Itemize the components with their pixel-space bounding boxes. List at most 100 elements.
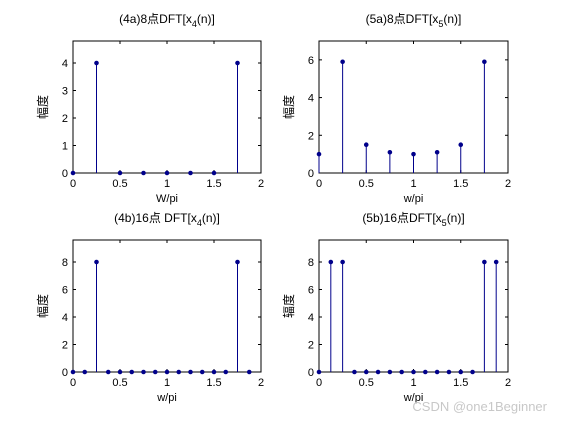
stem-marker (411, 151, 416, 157)
title-tail: (n)] (443, 12, 461, 26)
y-tick-label: 4 (308, 93, 314, 105)
stem-marker (70, 369, 76, 375)
y-tick-label: 2 (62, 340, 68, 352)
stem-marker (129, 369, 135, 375)
x-axis-label: w/pi (403, 392, 424, 404)
y-tick-label: 4 (62, 312, 68, 324)
stem-marker (211, 170, 217, 176)
y-tick-label: 2 (308, 130, 314, 142)
x-tick-label: 2 (258, 377, 264, 389)
stem-marker (482, 59, 487, 65)
stem-marker (328, 259, 334, 265)
y-tick-label: 1 (62, 141, 68, 153)
x-tick-label: 1 (410, 178, 416, 190)
stem-marker (363, 369, 369, 375)
stem-marker (352, 369, 357, 375)
stem-marker (70, 170, 76, 176)
subplot-title: (5a)8点DFT[x5(n)] (366, 12, 462, 29)
stem-marker (235, 60, 240, 66)
x-axis-label: W/pi (156, 193, 178, 205)
stem-marker (141, 170, 146, 176)
title-tail: (n)] (197, 12, 215, 26)
stem-marker (470, 369, 475, 375)
y-axis-label: 幅度 (35, 95, 50, 119)
stem-marker (458, 142, 464, 148)
x-tick-label: 1.5 (206, 377, 221, 389)
stem-marker (246, 369, 252, 375)
x-tick-label: 2 (505, 178, 511, 190)
stem-marker (199, 369, 205, 375)
y-tick-label: 6 (308, 285, 314, 297)
stem-marker (235, 259, 240, 265)
y-tick-label: 6 (308, 55, 314, 67)
stem-marker (223, 369, 229, 375)
title-main: (4b)16点 DFT[x (114, 211, 197, 225)
stem-marker (117, 170, 123, 176)
y-tick-label: 3 (62, 86, 68, 98)
stem-marker (458, 369, 464, 375)
x-axis-label: w/pi (403, 193, 424, 205)
stem-marker (94, 259, 99, 265)
title-main: (4a)8点DFT[x (119, 12, 192, 26)
y-tick-label: 0 (62, 168, 68, 180)
title-tail: (n)] (202, 211, 220, 225)
x-tick-label: 1.5 (206, 178, 221, 190)
subplot-title: (4b)16点 DFT[x4(n)] (114, 211, 220, 228)
x-tick-label: 0.5 (112, 178, 127, 190)
stem-marker (375, 369, 381, 375)
title-main: (5a)8点DFT[x (366, 12, 439, 26)
y-tick-label: 2 (62, 113, 68, 125)
x-axis-label: w/pi (156, 392, 177, 404)
title-tail: (n)] (447, 211, 465, 225)
stem-marker (340, 259, 345, 265)
stem-marker (446, 369, 452, 375)
title-subscript: 5 (442, 218, 447, 228)
y-axis-label: 辐度 (281, 294, 296, 318)
x-tick-label: 1.5 (453, 178, 468, 190)
y-tick-label: 8 (308, 257, 314, 269)
stem-marker (387, 369, 393, 375)
x-tick-label: 2 (505, 377, 511, 389)
stem-marker (493, 259, 499, 265)
stem-marker (188, 369, 193, 375)
watermark: CSDN @one1Beginner (412, 399, 547, 414)
stem-marker (434, 149, 440, 155)
x-tick-label: 0 (70, 377, 76, 389)
axes-box (318, 40, 509, 174)
y-tick-label: 0 (308, 168, 314, 180)
x-tick-label: 0.5 (359, 377, 374, 389)
stem-marker (211, 369, 217, 375)
axes-box (318, 239, 509, 373)
stem-marker (482, 259, 487, 265)
x-tick-label: 0 (70, 178, 76, 190)
stem-marker (423, 369, 428, 375)
y-tick-label: 4 (308, 312, 314, 324)
y-tick-label: 2 (308, 340, 314, 352)
x-tick-label: 0 (316, 178, 322, 190)
stem-marker (387, 149, 393, 155)
stem-marker (363, 142, 369, 148)
x-tick-label: 1 (164, 377, 170, 389)
stem-marker (411, 369, 416, 375)
subplot-p5b: 0 0.5 1 1.5 2 0 2 4 6 8 (5b)16点DFT[x5(n)] w/pi 辐度 (281, 211, 511, 404)
stem-marker (399, 369, 404, 375)
y-tick-label: 0 (308, 367, 314, 379)
stem-marker (82, 369, 88, 375)
title-subscript: 4 (197, 218, 202, 228)
subplot-p5a: 0 0.5 1 1.5 2 0 2 4 6 (5a)8点DFT[x5(n)] w/pi 幅度 (281, 12, 511, 205)
stem-marker (105, 369, 111, 375)
x-tick-label: 2 (258, 178, 264, 190)
axes-box (72, 40, 262, 174)
stem-marker (164, 170, 170, 176)
stem-marker (94, 60, 99, 66)
stem-marker (164, 369, 170, 375)
y-tick-label: 8 (62, 257, 68, 269)
subplot-title: (4a)8点DFT[x4(n)] (119, 12, 215, 29)
title-subscript: 4 (192, 19, 197, 29)
x-tick-label: 0.5 (112, 377, 127, 389)
stem-marker (340, 59, 345, 65)
